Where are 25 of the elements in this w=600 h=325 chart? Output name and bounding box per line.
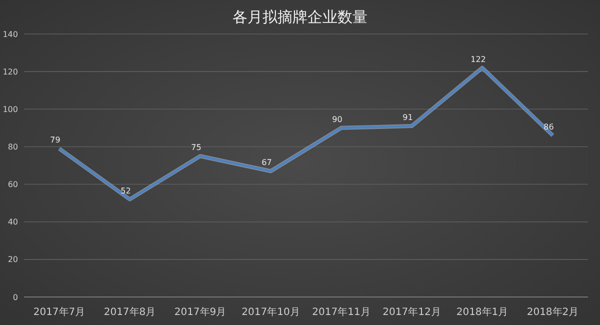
data-label: 90 <box>332 114 342 124</box>
x-tick-label: 2017年7月 <box>33 306 86 318</box>
y-tick-label: 120 <box>2 67 18 76</box>
y-tick-label: 80 <box>8 142 18 152</box>
y-tick-label: 60 <box>8 180 18 190</box>
x-tick-label: 2017年12月 <box>382 306 441 318</box>
y-tick-label: 100 <box>2 104 18 114</box>
y-tick-label: 0 <box>12 292 18 302</box>
data-label: 86 <box>544 122 554 132</box>
x-tick-label: 2018年2月 <box>526 306 579 318</box>
x-tick-label: 2018年1月 <box>456 306 508 318</box>
data-label: 75 <box>191 143 202 152</box>
y-tick-label: 140 <box>2 30 18 39</box>
data-label: 91 <box>402 113 413 122</box>
data-label: 79 <box>50 136 60 145</box>
data-label: 67 <box>262 158 272 168</box>
x-tick-label: 2017年8月 <box>104 306 156 318</box>
data-label: 52 <box>120 186 131 196</box>
y-tick-label: 20 <box>8 255 18 264</box>
chart-title: 各月拟摘牌企业数量 <box>232 8 368 26</box>
y-tick-label: 40 <box>8 218 18 227</box>
x-tick-label: 2017年9月 <box>174 306 226 318</box>
x-tick-label: 2017年10月 <box>242 306 300 318</box>
x-tick-label: 2017年11月 <box>312 306 370 318</box>
data-label: 122 <box>470 54 486 64</box>
